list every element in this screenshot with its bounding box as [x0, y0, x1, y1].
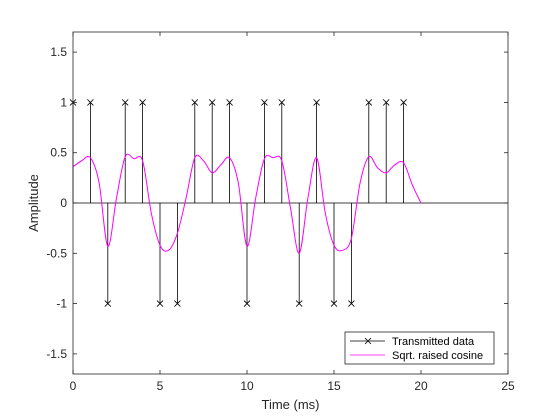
legend-marker-transmitted: [364, 337, 372, 345]
raised-cosine-line: [72, 153, 422, 254]
stem-marker: [87, 99, 94, 106]
stem-marker: [226, 99, 233, 106]
stem-marker: [382, 99, 390, 106]
stem-marker: [295, 300, 303, 307]
y-ticks: -1.5 -1 -0.5 0 0.5 1 1.5: [46, 45, 508, 361]
y-tick-label: -1: [56, 297, 67, 311]
y-tick-label: 0: [60, 196, 67, 210]
y-tick-label: 1.5: [50, 45, 67, 59]
x-ticks: 0 5 10 15 20 25: [70, 32, 515, 393]
stem-marker: [278, 99, 286, 106]
stem-marker: [208, 99, 216, 106]
legend-label-raised-cosine: Sqrt. raised cosine: [392, 350, 483, 362]
stem-marker: [365, 99, 373, 106]
stem-marker: [313, 99, 320, 106]
y-tick-label: -0.5: [46, 246, 67, 260]
y-tick-label: 0.5: [50, 146, 67, 160]
stem-marker: [174, 300, 181, 307]
x-tick-label: 20: [414, 379, 428, 393]
curve-series: [72, 153, 422, 254]
x-axis-label: Time (ms): [261, 397, 319, 412]
stem-marker: [261, 99, 268, 106]
x-tick-label: 0: [70, 379, 77, 393]
x-tick-label: 15: [327, 379, 341, 393]
stem-marker: [400, 99, 407, 106]
stem-marker: [121, 99, 129, 106]
stem-series: [69, 99, 407, 307]
x-tick-label: 25: [501, 379, 515, 393]
y-tick-label: 1: [60, 95, 67, 109]
stem-marker: [243, 300, 251, 307]
legend: Transmitted data Sqrt. raised cosine: [344, 331, 495, 365]
y-axis-label: Amplitude: [26, 174, 41, 232]
legend-box: [344, 331, 495, 365]
legend-label-transmitted: Transmitted data: [392, 336, 475, 348]
stem-marker: [139, 99, 146, 106]
x-tick-label: 10: [240, 379, 254, 393]
stem-marker: [191, 99, 199, 106]
stem-marker: [330, 300, 338, 307]
stem-marker: [348, 300, 355, 307]
y-tick-label: -1.5: [46, 347, 67, 361]
x-tick-label: 5: [157, 379, 164, 393]
stem-marker: [104, 300, 112, 307]
stem-marker: [156, 300, 164, 307]
